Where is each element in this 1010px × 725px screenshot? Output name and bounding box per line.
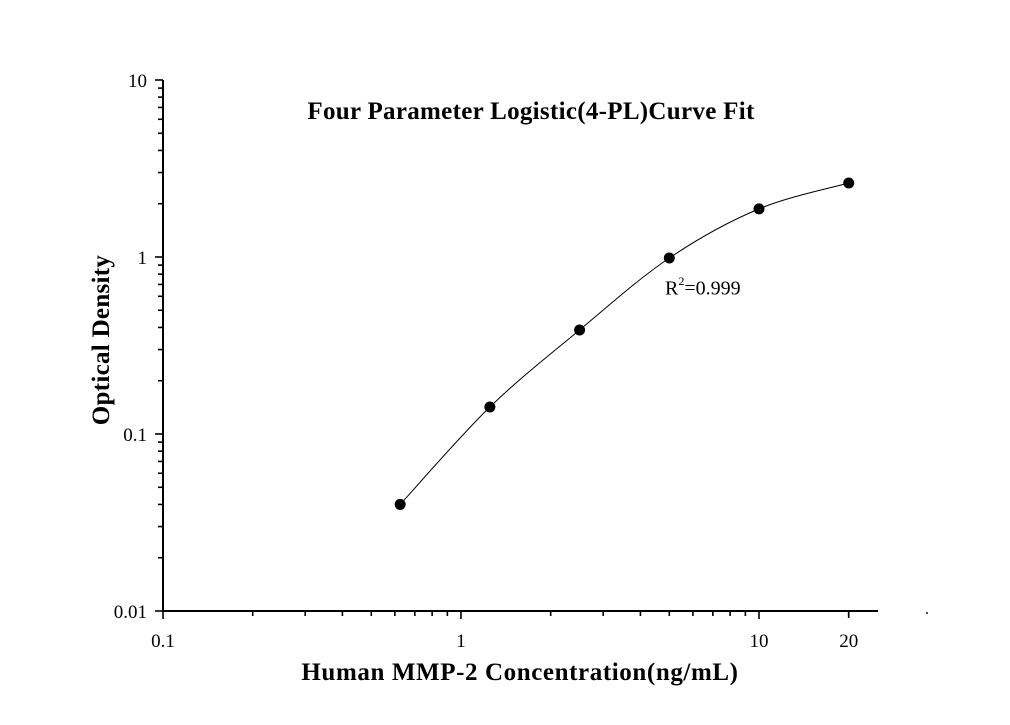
fit-curve: [399, 182, 849, 505]
data-point: [753, 203, 765, 215]
y-axis-label: Optical Density: [88, 254, 115, 426]
data-points: [394, 177, 855, 510]
data-point: [394, 498, 406, 510]
x-tick-label: 20: [839, 631, 858, 652]
axis-ticks: [155, 79, 850, 619]
chart-title: Four Parameter Logistic(4-PL)Curve Fit: [307, 98, 755, 125]
x-tick-label: 10: [750, 631, 769, 652]
r-value: =0.999: [684, 277, 741, 300]
y-tick-label: 0.01: [114, 602, 147, 623]
x-tick-label: 1: [456, 631, 466, 652]
stray-dot: [926, 612, 928, 614]
y-tick-label: 10: [128, 71, 147, 92]
axes: [162, 80, 878, 612]
data-point: [484, 401, 496, 413]
r-label: R: [665, 277, 679, 300]
r-squared-annotation: R2=0.999: [665, 274, 741, 301]
r-exponent: 2: [678, 274, 685, 288]
x-axis-label: Human MMP-2 Concentration(ng/mL): [301, 659, 739, 686]
data-point: [574, 324, 586, 336]
y-tick-label: 1: [138, 248, 148, 269]
y-tick-label: 0.1: [123, 425, 147, 446]
x-tick-label: 0.1: [151, 631, 175, 652]
data-point: [663, 252, 675, 264]
data-point: [843, 177, 855, 189]
